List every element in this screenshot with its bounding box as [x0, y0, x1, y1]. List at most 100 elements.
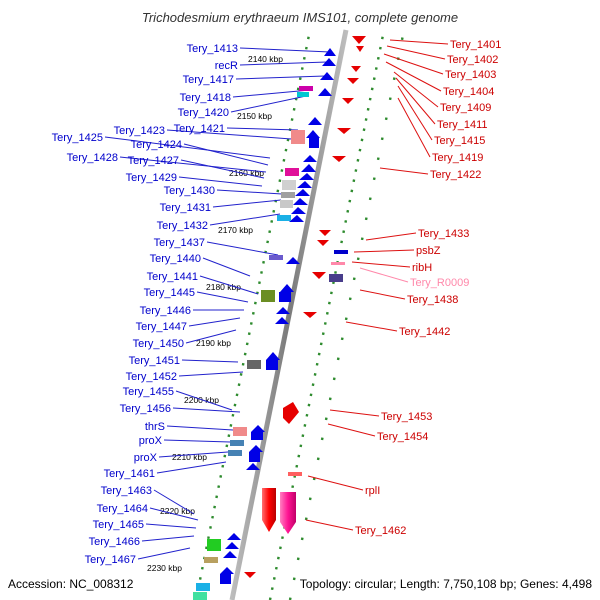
gene-arrow[interactable]	[251, 425, 265, 432]
gene-label[interactable]: Tery_1446	[140, 305, 191, 317]
gene-label[interactable]: Tery_1427	[128, 155, 179, 167]
gene-arrow[interactable]	[289, 215, 304, 222]
gene-label[interactable]: Tery_1461	[104, 468, 155, 480]
gene-label[interactable]: Tery_1420	[178, 107, 229, 119]
gene-arrow[interactable]	[280, 284, 294, 292]
gene-box[interactable]	[204, 557, 218, 563]
gene-label[interactable]: Tery_1452	[126, 371, 177, 383]
gene-label[interactable]: Tery_1450	[133, 338, 184, 350]
gene-arrow[interactable]	[266, 352, 280, 360]
gene-label[interactable]: Tery_1421	[174, 123, 225, 135]
gene-label[interactable]: Tery_1447	[136, 321, 187, 333]
gene-box[interactable]	[282, 180, 296, 190]
gene-label[interactable]: Tery_1403	[445, 69, 496, 81]
gene-label[interactable]: Tery_1454	[377, 431, 428, 443]
gene-label[interactable]: Tery_1425	[52, 132, 103, 144]
gene-box[interactable]	[228, 450, 242, 456]
gene-arrow[interactable]	[342, 98, 354, 104]
gene-arrow[interactable]	[312, 272, 326, 279]
gene-label[interactable]: Tery_1445	[144, 287, 195, 299]
gene-box[interactable]	[299, 86, 313, 91]
gene-arrow[interactable]	[275, 317, 289, 324]
gene-label[interactable]: Tery_1438	[407, 294, 458, 306]
gene-arrow[interactable]	[320, 72, 334, 80]
gene-arrow[interactable]	[337, 128, 351, 134]
gene-arrow[interactable]	[332, 156, 346, 162]
gene-arrow[interactable]	[322, 58, 336, 66]
gene-label[interactable]: rplI	[365, 485, 380, 497]
gene-label[interactable]: psbZ	[416, 245, 441, 257]
gene-arrow[interactable]	[249, 445, 263, 452]
gene-label[interactable]: proX	[139, 435, 163, 447]
gene-arrow[interactable]	[299, 173, 314, 180]
gene-arrow[interactable]	[308, 117, 322, 125]
gene-rplI[interactable]	[262, 488, 276, 532]
gene-label[interactable]: Tery_1424	[131, 139, 182, 151]
gene-label[interactable]: Tery_1418	[180, 92, 231, 104]
gene-box[interactable]	[277, 215, 291, 221]
gene-label[interactable]: recR	[215, 60, 238, 72]
gene-arrow[interactable]	[225, 542, 239, 549]
gene-label[interactable]: Tery_1442	[399, 326, 450, 338]
gene-label[interactable]: Tery_1440	[150, 253, 201, 265]
gene-box[interactable]	[281, 192, 295, 198]
gene-box[interactable]	[291, 130, 305, 144]
gene-label[interactable]: proX	[134, 452, 158, 464]
gene-arrow[interactable]	[301, 164, 316, 172]
gene-box[interactable]	[230, 440, 244, 446]
gene-label[interactable]: Tery_1441	[147, 271, 198, 283]
gene-block[interactable]	[251, 432, 263, 440]
gene-arrow[interactable]	[291, 207, 306, 214]
gene-arrow[interactable]	[352, 36, 366, 44]
gene-label[interactable]: Tery_1422	[430, 169, 481, 181]
gene-box[interactable]	[334, 250, 348, 254]
gene-arrow[interactable]	[223, 551, 237, 558]
gene-box[interactable]	[285, 168, 299, 176]
gene-label[interactable]: Tery_1428	[67, 152, 118, 164]
gene-box[interactable]	[196, 583, 210, 591]
gene-label[interactable]: Tery_1462	[355, 525, 406, 537]
gene-label[interactable]: Tery_1430	[164, 185, 215, 197]
gene-label[interactable]: Tery_1467	[85, 554, 136, 566]
gene-box[interactable]	[280, 200, 293, 208]
gene-tery-1462[interactable]	[280, 492, 296, 534]
gene-arrow[interactable]	[303, 312, 317, 318]
gene-arrow[interactable]	[293, 198, 308, 205]
gene-arrow[interactable]	[317, 240, 329, 246]
gene-label[interactable]: Tery_1402	[447, 54, 498, 66]
gene-arrow[interactable]	[295, 189, 310, 196]
gene-box[interactable]	[288, 472, 302, 476]
gene-box[interactable]	[207, 539, 221, 551]
gene-label[interactable]: thrS	[145, 421, 165, 433]
gene-box[interactable]	[269, 255, 283, 260]
gene-block[interactable]	[279, 292, 291, 302]
gene-label[interactable]: Tery_1415	[434, 135, 485, 147]
gene-label[interactable]: Tery_1453	[381, 411, 432, 423]
gene-arrow[interactable]	[351, 66, 361, 72]
gene-box[interactable]	[233, 427, 247, 436]
gene-block[interactable]	[309, 138, 319, 148]
gene-arrow[interactable]	[227, 533, 241, 540]
gene-label[interactable]: Tery_1404	[443, 86, 494, 98]
gene-arrow[interactable]	[220, 567, 234, 574]
gene-arrow[interactable]	[347, 78, 359, 84]
gene-box[interactable]	[329, 274, 343, 282]
gene-arrow[interactable]	[286, 257, 300, 264]
gene-label[interactable]: Tery_1456	[120, 403, 171, 415]
gene-label[interactable]: Tery_1423	[114, 125, 165, 137]
gene-block[interactable]	[266, 360, 278, 370]
gene-label[interactable]: Tery_1419	[432, 152, 483, 164]
gene-arrow[interactable]	[306, 130, 320, 138]
gene-box[interactable]	[193, 592, 207, 600]
gene-label[interactable]: Tery_R0009	[410, 277, 469, 289]
gene-label[interactable]: ribH	[412, 262, 432, 274]
gene-arrow[interactable]	[276, 307, 290, 314]
gene-label[interactable]: Tery_1465	[93, 519, 144, 531]
gene-label[interactable]: Tery_1431	[160, 202, 211, 214]
gene-label[interactable]: Tery_1409	[440, 102, 491, 114]
gene-box[interactable]	[297, 92, 309, 97]
gene-label[interactable]: Tery_1463	[101, 485, 152, 497]
gene-arrow[interactable]	[318, 88, 332, 96]
gene-arrow[interactable]	[324, 48, 336, 56]
gene-label[interactable]: Tery_1401	[450, 39, 501, 51]
